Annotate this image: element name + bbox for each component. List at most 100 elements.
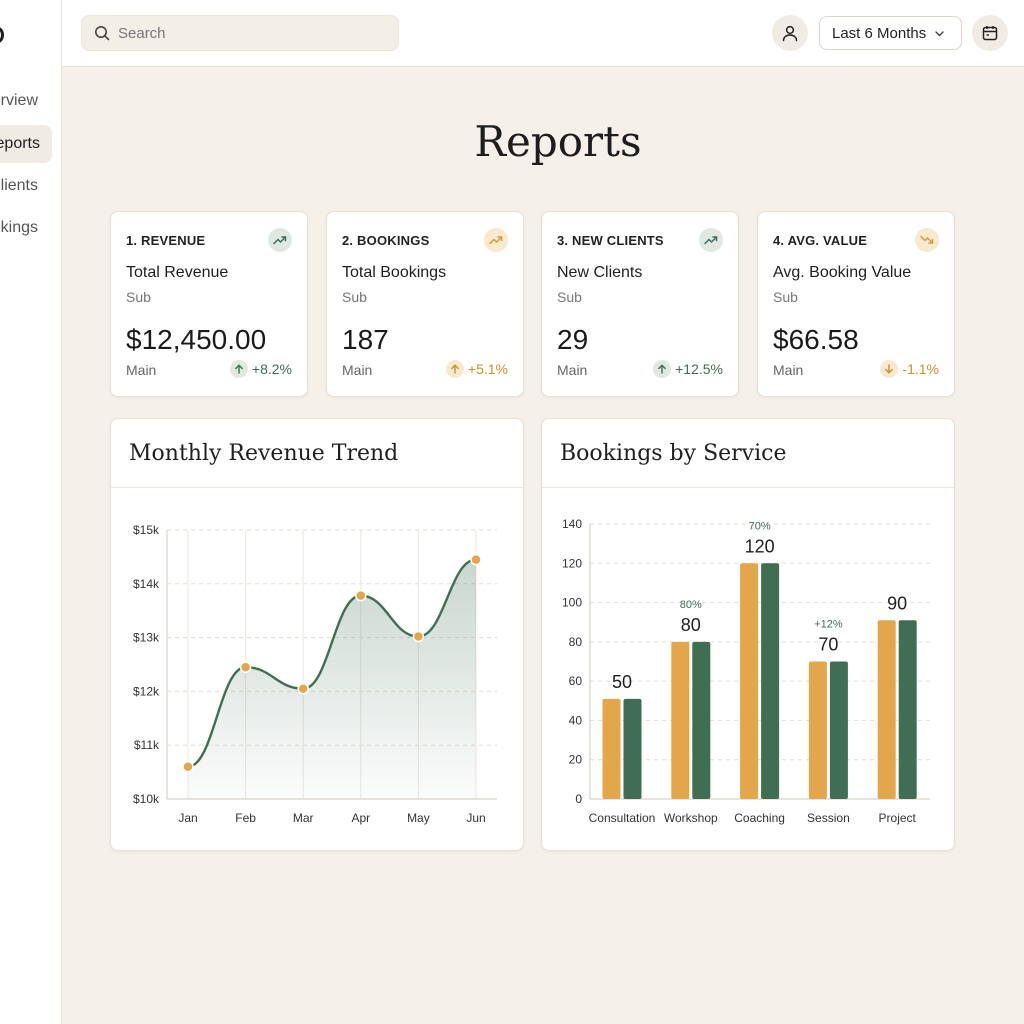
bar-value-label: 70 bbox=[818, 635, 838, 655]
stat-value: 187 bbox=[342, 324, 389, 355]
bar-value-label: 90 bbox=[887, 593, 907, 613]
bar bbox=[692, 641, 711, 799]
x-tick-label: Apr bbox=[351, 811, 370, 825]
stat-value: $12,450.00 bbox=[126, 324, 267, 355]
y-tick-label: $14k bbox=[133, 577, 160, 591]
chart-title: Bookings by Service bbox=[560, 441, 787, 466]
sidebar-item-clients[interactable]: Clients bbox=[0, 167, 52, 205]
arrow-up-icon bbox=[229, 360, 248, 378]
sidebar-item-label: Bookings bbox=[0, 219, 38, 236]
stat-card-bookings: 2. BOOKINGS Total Bookings Sub 187 Main … bbox=[326, 211, 524, 397]
arrow-up-icon bbox=[653, 360, 672, 378]
revenue-area bbox=[188, 559, 476, 799]
calendar-icon bbox=[982, 26, 998, 41]
arrow-up-icon bbox=[445, 360, 464, 378]
search-box[interactable] bbox=[81, 15, 399, 51]
stat-card-revenue: 1. REVENUE Total Revenue Sub $12,450.00 … bbox=[110, 211, 308, 397]
y-tick-label: $13k bbox=[133, 631, 160, 645]
stat-label: 4. AVG. VALUE bbox=[773, 233, 868, 248]
stat-sub: Sub bbox=[557, 289, 582, 305]
stat-main: Main bbox=[126, 362, 157, 378]
sidebar-item-label: Clients bbox=[0, 177, 38, 194]
bar bbox=[898, 620, 917, 799]
stat-delta: +8.2% bbox=[229, 360, 292, 378]
y-tick-label: 0 bbox=[575, 792, 582, 806]
bar-value-label: 50 bbox=[612, 672, 632, 692]
page-title: Reports bbox=[474, 117, 642, 166]
stat-value: $66.58 bbox=[773, 324, 859, 355]
divider bbox=[111, 487, 523, 488]
sidebar-item-label: Overview bbox=[0, 92, 38, 109]
y-tick-label: $10k bbox=[133, 792, 160, 806]
data-point bbox=[355, 589, 367, 602]
stat-name: Total Revenue bbox=[126, 264, 229, 281]
revenue-line-chart: $10k $11k $12k $13k $14k $15k Jan Feb Mar Apr May J… bbox=[133, 523, 497, 825]
user-button[interactable] bbox=[772, 15, 808, 51]
x-tick-label: Session bbox=[807, 811, 850, 825]
stat-label: 1. REVENUE bbox=[126, 233, 206, 248]
x-tick-label: Jun bbox=[466, 811, 485, 825]
period-select[interactable]: Last 6 Months bbox=[819, 16, 962, 50]
stat-delta-value: +5.1% bbox=[467, 361, 508, 377]
y-tick-label: $12k bbox=[133, 684, 160, 698]
bar bbox=[829, 661, 848, 799]
bar-annotation: +12% bbox=[814, 619, 843, 631]
x-tick-label: Coaching bbox=[734, 811, 785, 825]
x-tick-label: Jan bbox=[178, 811, 197, 825]
y-tick-label: 120 bbox=[562, 556, 582, 570]
stat-delta-value: -1.1% bbox=[902, 361, 939, 377]
data-point bbox=[239, 661, 252, 673]
stat-name: Total Bookings bbox=[342, 264, 447, 281]
bar bbox=[808, 661, 827, 799]
stat-delta: +5.1% bbox=[445, 360, 508, 378]
stat-delta-value: +8.2% bbox=[251, 361, 292, 377]
arrow-down-icon bbox=[880, 360, 899, 378]
sidebar-item-reports[interactable]: Reports bbox=[0, 125, 52, 163]
data-point bbox=[182, 760, 194, 773]
divider bbox=[542, 487, 954, 488]
sidebar-item-label: Reports bbox=[0, 135, 40, 152]
sidebar: Overview Reports Clients Bookings bbox=[0, 0, 62, 1024]
y-tick-label: $15k bbox=[133, 523, 160, 537]
bar bbox=[761, 563, 780, 799]
calendar-button[interactable] bbox=[972, 15, 1008, 51]
y-tick-label: 100 bbox=[562, 596, 582, 610]
y-tick-label: 60 bbox=[569, 674, 583, 688]
search-icon bbox=[95, 26, 110, 41]
revenue-trend-card: Monthly Revenue Trend $10k $11k $12k $13k $1… bbox=[110, 418, 524, 851]
stat-sub: Sub bbox=[342, 289, 367, 305]
y-tick-label: 20 bbox=[569, 753, 583, 767]
stat-sub: Sub bbox=[773, 289, 798, 305]
stat-name: Avg. Booking Value bbox=[773, 264, 912, 281]
x-tick-label: Mar bbox=[293, 811, 314, 825]
bar-value-label: 120 bbox=[745, 536, 775, 556]
bar bbox=[671, 641, 690, 799]
stat-main: Main bbox=[342, 362, 373, 378]
y-tick-label: $11k bbox=[134, 738, 160, 752]
trending-up-icon bbox=[484, 228, 508, 252]
revenue-line bbox=[187, 558, 477, 768]
search-input[interactable] bbox=[118, 24, 378, 42]
stat-label: 2. BOOKINGS bbox=[342, 233, 430, 248]
stat-card-avg-value: 4. AVG. VALUE Avg. Booking Value Sub $66… bbox=[757, 211, 955, 397]
sidebar-item-bookings[interactable]: Bookings bbox=[0, 209, 52, 247]
trending-down-icon bbox=[915, 228, 939, 252]
sidebar-item-overview[interactable]: Overview bbox=[0, 82, 52, 120]
y-tick-label: 140 bbox=[562, 517, 582, 531]
stat-delta: +12.5% bbox=[653, 360, 723, 378]
x-tick-label: Feb bbox=[235, 811, 256, 825]
bar bbox=[877, 620, 896, 799]
x-tick-label: May bbox=[407, 811, 430, 825]
data-point bbox=[470, 553, 482, 566]
logo-icon bbox=[0, 27, 4, 43]
bar bbox=[602, 698, 621, 799]
topbar: Last 6 Months bbox=[62, 0, 1024, 67]
data-point bbox=[297, 682, 309, 695]
x-tick-label: Workshop bbox=[664, 811, 718, 825]
stat-value: 29 bbox=[557, 324, 589, 355]
chevron-down-icon bbox=[935, 30, 944, 36]
stat-name: New Clients bbox=[557, 264, 643, 281]
stat-delta-value: +12.5% bbox=[675, 361, 723, 377]
bar-value-label: 80 bbox=[681, 615, 701, 635]
bar-annotation: 80% bbox=[680, 599, 702, 611]
